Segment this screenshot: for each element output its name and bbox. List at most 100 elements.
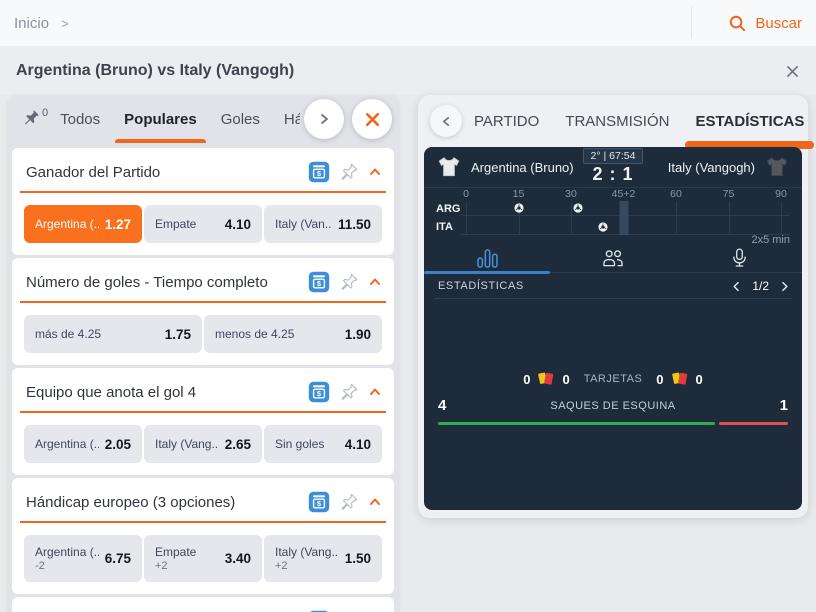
match-widget: Argentina (Bruno) 2° | 67:54 2 : 1 Italy… xyxy=(424,147,802,510)
collapse-market-button[interactable] xyxy=(368,385,382,399)
odds-button-sin-goles[interactable]: Sin goles 4.10 xyxy=(264,425,382,463)
away-yellow-cards-count: 0 xyxy=(656,371,664,387)
svg-text:$: $ xyxy=(317,279,322,288)
lineups-icon xyxy=(601,249,625,268)
market-header-icons: $ xyxy=(308,271,382,293)
pin-market-button[interactable] xyxy=(339,162,359,182)
timeline-tick-label: 15 xyxy=(512,188,525,200)
detail-tab-transmision[interactable]: TRANSMISIÓN xyxy=(565,95,669,147)
svg-text:$: $ xyxy=(317,169,322,178)
odds-button-mas-de-4-25[interactable]: más de 4.25 1.75 xyxy=(24,315,202,353)
market-header: Ganador del Partido $ xyxy=(12,148,394,191)
market-tab-handicap[interactable]: Hándicap xyxy=(284,95,300,143)
close-button[interactable] xyxy=(785,64,800,79)
odds-button-argentina[interactable]: Argentina (... 1.27 xyxy=(24,205,142,243)
market-options: más de 4.25 1.75 menos de 4.25 1.90 xyxy=(12,315,394,353)
chevron-left-icon xyxy=(440,115,453,128)
detail-panel: PARTIDO TRANSMISIÓN ESTADÍSTICAS Argentina… xyxy=(418,95,815,518)
timeline-halftime-band xyxy=(619,201,628,235)
odds-value: 2.65 xyxy=(224,436,251,452)
widget-tab-commentary[interactable] xyxy=(676,245,802,272)
search-button[interactable]: Buscar xyxy=(728,14,802,33)
market-title: Número de goles - Tiempo completo xyxy=(26,273,268,291)
tabs-scroll-next-button[interactable] xyxy=(304,99,344,139)
timeline-tick-mark xyxy=(676,216,677,234)
market-title: Hándicap europeo (3 opciones) xyxy=(26,493,236,511)
topbar-divider xyxy=(691,7,693,39)
market-tab-goles[interactable]: Goles xyxy=(221,95,260,143)
home-yellow-cards-count: 0 xyxy=(523,371,531,387)
odds-button-italy-van[interactable]: Italy (Van... 11.50 xyxy=(264,205,382,243)
detail-tab-partido[interactable]: PARTIDO xyxy=(474,95,539,147)
bar-chart-icon xyxy=(476,249,498,268)
collapse-market-button[interactable] xyxy=(368,275,382,289)
pin-market-button[interactable] xyxy=(339,382,359,402)
market-header-icons: $ xyxy=(308,381,382,403)
stats-prev-button[interactable] xyxy=(731,281,742,292)
odds-button-empate[interactable]: Empate +2 3.40 xyxy=(144,535,262,582)
market-accent-line xyxy=(20,411,386,413)
chevron-up-icon xyxy=(368,385,382,399)
chevron-left-icon xyxy=(731,281,742,292)
pin-market-button[interactable] xyxy=(339,492,359,512)
away-corners-count: 1 xyxy=(779,397,788,414)
market-options: Argentina (... -2 6.75 Empate +2 3.40 Italy (V… xyxy=(12,535,394,582)
stats-header: ESTADÍSTICAS 1/2 xyxy=(438,279,790,293)
odds-value: 1.90 xyxy=(344,326,371,342)
odds-button-argentina[interactable]: Argentina (... 2.05 xyxy=(24,425,142,463)
pinned-markets-button[interactable]: 0 xyxy=(22,95,48,143)
timeline-tick-mark xyxy=(781,216,782,234)
market-accent-line xyxy=(20,301,386,303)
market-tab-populares[interactable]: Populares xyxy=(115,95,206,143)
odds-label: Argentina (... -2 xyxy=(35,545,99,572)
collapse-market-button[interactable] xyxy=(368,495,382,509)
timeline-tick-label: 60 xyxy=(670,188,682,200)
search-label: Buscar xyxy=(755,14,802,32)
widget-tab-lineups[interactable] xyxy=(550,245,676,272)
odds-label: Argentina (... xyxy=(35,437,99,451)
odds-button-empate[interactable]: Empate 4.10 xyxy=(144,205,262,243)
detail-tabs: PARTIDO TRANSMISIÓN ESTADÍSTICAS xyxy=(474,95,815,149)
stats-next-button[interactable] xyxy=(779,281,790,292)
yellow-red-cards-icon xyxy=(537,371,555,387)
away-abbr: ITA xyxy=(436,221,453,233)
pin-outline-icon xyxy=(339,492,359,512)
market-accent-line xyxy=(20,191,386,193)
market-card-equipo-que-anota-el-gol-4: Equipo que anota el gol 4 $ Argentina (...… xyxy=(12,368,394,475)
cards-stat-label: TARJETAS xyxy=(583,373,643,385)
chevron-up-icon xyxy=(368,165,382,179)
odds-button-argentina[interactable]: Argentina (... -2 6.75 xyxy=(24,535,142,582)
detail-tabs-row: PARTIDO TRANSMISIÓN ESTADÍSTICAS xyxy=(418,95,815,149)
timeline-tick-label: 75 xyxy=(722,188,735,200)
cashout-icon: $ xyxy=(308,161,330,183)
odds-button-italy-vang[interactable]: Italy (Vang... 2.65 xyxy=(144,425,262,463)
odds-label: Italy (Vang... xyxy=(155,437,219,451)
market-tab-todos[interactable]: Todos xyxy=(60,95,100,143)
detail-tab-estadisticas[interactable]: ESTADÍSTICAS xyxy=(685,95,815,149)
match-titlebar: Argentina (Bruno) vs Italy (Vangogh) xyxy=(0,47,816,95)
odds-button-menos-de-4-25[interactable]: menos de 4.25 1.90 xyxy=(204,315,382,353)
odds-value: 1.75 xyxy=(164,326,191,342)
home-jersey-icon xyxy=(436,154,462,180)
collapse-all-button[interactable] xyxy=(352,99,392,139)
timeline-tick-mark xyxy=(466,216,467,234)
collapse-market-button[interactable] xyxy=(368,165,382,179)
breadcrumb-separator: > xyxy=(61,15,69,31)
odds-button-italy-vang[interactable]: Italy (Vang... +2 1.50 xyxy=(264,535,382,582)
timeline-tick-mark xyxy=(571,202,572,215)
odds-handicap: +2 xyxy=(275,560,288,572)
corners-bar-chart xyxy=(438,422,788,425)
corners-stat-row: 4 SAQUES DE ESQUINA 1 xyxy=(438,397,788,414)
pin-market-button[interactable] xyxy=(339,272,359,292)
odds-value: 4.10 xyxy=(344,436,371,452)
odds-value: 1.50 xyxy=(344,551,371,566)
pin-icon xyxy=(22,108,41,127)
widget-tab-bar-chart[interactable] xyxy=(424,245,550,272)
breadcrumb-home-link[interactable]: Inicio xyxy=(14,14,50,32)
away-team-name: Italy (Vangogh) xyxy=(667,159,755,175)
market-accent-line xyxy=(20,521,386,523)
cashout-icon: $ xyxy=(308,271,330,293)
timeline-tick-mark xyxy=(781,202,782,215)
cards-stat-row: 0 0 TARJETAS 0 0 xyxy=(424,371,802,387)
tabs-scroll-back-button[interactable] xyxy=(430,105,462,137)
